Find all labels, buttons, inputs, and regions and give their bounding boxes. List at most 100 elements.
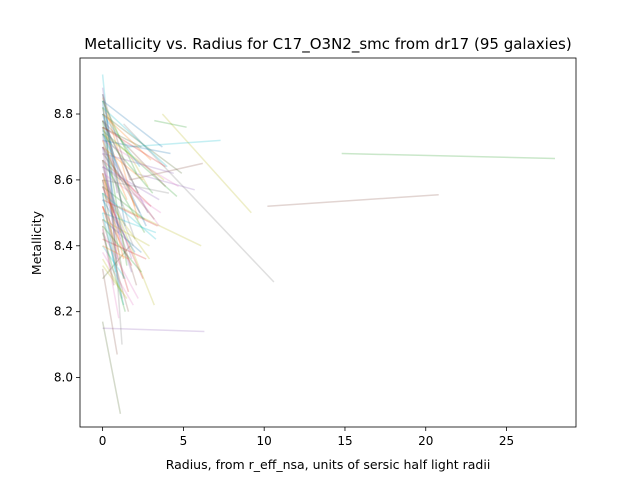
galaxy-line-77	[101, 107, 123, 207]
x-tick-label: 25	[499, 434, 514, 448]
galaxy-line-28	[101, 192, 123, 299]
x-tick-label: 20	[418, 434, 433, 448]
galaxy-line-46	[101, 113, 141, 168]
galaxy-line-4	[123, 123, 275, 283]
galaxy-line-63	[101, 232, 139, 299]
galaxy-line-86	[102, 179, 170, 194]
galaxy-line-5	[102, 327, 205, 333]
galaxy-line-8	[118, 205, 202, 247]
galaxy-line-57	[102, 106, 168, 168]
x-axis-label: Radius, from r_eff_nsa, units of sersic …	[166, 457, 491, 472]
galaxy-line-3	[161, 113, 252, 214]
y-tick-label: 8.6	[54, 173, 73, 187]
y-tick-label: 8.2	[54, 305, 73, 319]
galaxy-line-33	[102, 245, 131, 280]
galaxy-line-20	[101, 126, 136, 207]
galaxy-line-79	[101, 192, 117, 273]
y-axis-ticks: 8.0 8.2 8.4 8.6 8.8	[54, 107, 80, 385]
galaxy-line-61	[102, 199, 158, 227]
galaxy-line-71	[102, 245, 129, 260]
galaxy-line-2	[267, 193, 439, 208]
galaxy-line-91	[101, 93, 131, 181]
galaxy-line-50	[102, 238, 147, 260]
x-tick-label: 15	[337, 434, 352, 448]
galaxy-line-29	[102, 159, 152, 207]
series-lines	[101, 74, 556, 414]
galaxy-line-11	[101, 321, 122, 414]
galaxy-line-18	[102, 218, 142, 253]
galaxy-line-72	[101, 186, 144, 280]
galaxy-line-83	[101, 205, 133, 266]
galaxy-line-21	[102, 113, 183, 174]
galaxy-line-87	[101, 265, 128, 299]
galaxy-line-69	[102, 153, 155, 220]
galaxy-line-59	[101, 159, 146, 233]
galaxy-line-13	[105, 120, 123, 345]
galaxy-line-26	[101, 245, 126, 280]
galaxy-line-30	[102, 139, 171, 155]
galaxy-line-22	[101, 166, 133, 260]
x-tick-label: 10	[257, 434, 272, 448]
galaxy-line-12	[101, 268, 118, 355]
galaxy-line-15	[103, 179, 155, 306]
galaxy-line-90	[102, 192, 157, 240]
galaxy-line-56	[101, 186, 133, 273]
galaxy-line-17	[101, 206, 130, 293]
galaxy-line-75	[101, 173, 134, 247]
galaxy-line-43	[101, 192, 151, 260]
galaxy-line-88	[101, 120, 139, 194]
galaxy-line-93	[101, 173, 125, 260]
chart-title: Metallicity vs. Radius for C17_O3N2_smc …	[84, 35, 571, 54]
galaxy-line-36	[101, 173, 138, 286]
galaxy-line-48	[102, 133, 154, 194]
galaxy-line-80	[101, 146, 141, 214]
y-tick-label: 8.0	[54, 371, 73, 385]
galaxy-line-94	[102, 126, 166, 168]
plot-frame	[79, 57, 577, 428]
y-tick-label: 8.8	[54, 107, 73, 121]
galaxy-line-49	[101, 206, 120, 253]
galaxy-line-66	[101, 179, 118, 266]
x-axis-ticks: 0 5 10 15 20 25	[99, 427, 514, 448]
y-tick-label: 8.4	[54, 239, 73, 253]
galaxy-line-84	[101, 133, 147, 227]
galaxy-line-40	[102, 100, 163, 148]
galaxy-line-85	[101, 159, 122, 240]
galaxy-line-60	[101, 140, 128, 200]
galaxy-line-82	[102, 113, 152, 161]
galaxy-line-1	[341, 152, 556, 160]
galaxy-line-76	[102, 218, 150, 247]
galaxy-line-10	[129, 162, 203, 181]
galaxy-line-42	[101, 133, 117, 246]
galaxy-line-81	[101, 232, 126, 312]
galaxy-line-55	[102, 126, 142, 148]
galaxy-line-41	[101, 252, 134, 306]
y-axis-label: Metallicity	[29, 210, 44, 275]
galaxy-line-6	[126, 139, 221, 148]
galaxy-line-54	[101, 258, 123, 293]
galaxy-line-47	[101, 219, 130, 312]
galaxy-line-62	[101, 113, 122, 181]
galaxy-line-9	[134, 172, 195, 191]
galaxy-line-7	[154, 119, 187, 128]
galaxy-line-51	[101, 94, 126, 227]
galaxy-line-25	[102, 120, 167, 188]
galaxy-line-38	[102, 146, 144, 181]
galaxy-line-95	[101, 199, 136, 253]
galaxy-line-37	[101, 120, 128, 266]
galaxy-line-73	[101, 127, 120, 233]
galaxy-line-27	[101, 97, 139, 220]
galaxy-line-19	[101, 146, 160, 227]
galaxy-line-68	[101, 212, 125, 306]
galaxy-line-32	[101, 107, 149, 187]
x-tick-label: 0	[99, 434, 107, 448]
galaxy-line-92	[102, 225, 142, 273]
galaxy-line-31	[101, 229, 120, 319]
galaxy-line-58	[101, 225, 115, 286]
galaxy-line-52	[102, 172, 162, 214]
galaxy-line-34	[101, 87, 118, 194]
galaxy-line-39	[101, 179, 122, 233]
galaxy-line-44	[101, 159, 125, 279]
galaxy-line-74	[102, 139, 179, 188]
